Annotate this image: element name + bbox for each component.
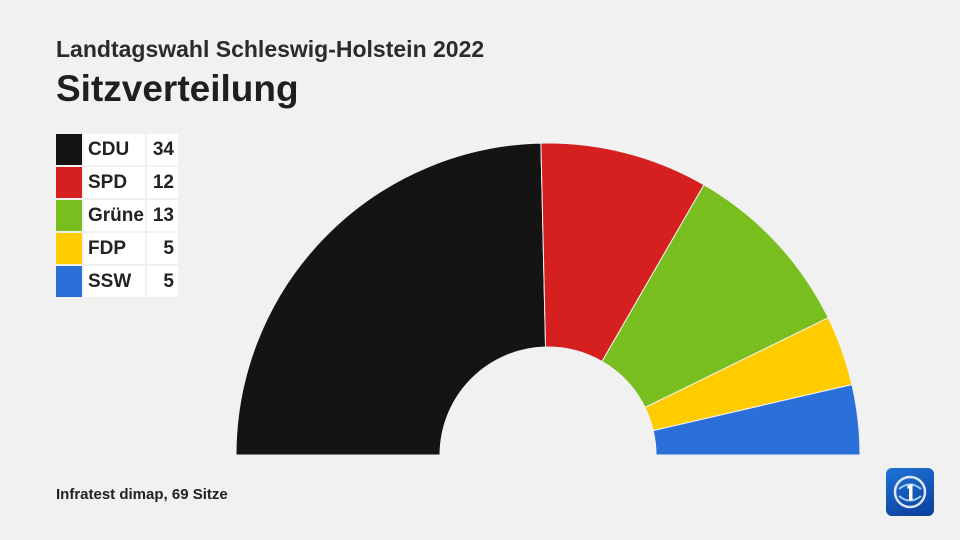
chart-title: Sitzverteilung — [56, 68, 299, 109]
seat-segment-cdu — [235, 142, 547, 456]
legend-seat-count: 34 — [147, 134, 178, 165]
legend-seat-count: 5 — [147, 266, 178, 297]
legend-party-name: SPD — [84, 167, 145, 198]
legend-party-name: CDU — [84, 134, 145, 165]
legend-seat-count: 13 — [147, 200, 178, 231]
legend-party-name: Grüne — [84, 200, 145, 231]
legend-swatch — [56, 266, 82, 297]
legend-item: FDP 5 — [56, 233, 178, 264]
source-note: Infratest dimap, 69 Sitze — [56, 486, 228, 503]
legend-item: SPD 12 — [56, 167, 178, 198]
legend-swatch — [56, 200, 82, 231]
legend-swatch — [56, 233, 82, 264]
legend-swatch — [56, 167, 82, 198]
seat-segment-grüne — [601, 184, 829, 409]
seat-segment-ssw — [652, 383, 861, 456]
seat-segment-spd — [540, 142, 705, 363]
legend-party-name: FDP — [84, 233, 145, 264]
legend-seat-count: 5 — [147, 233, 178, 264]
tagesschau-logo-icon — [886, 468, 934, 516]
legend-item: CDU 34 — [56, 134, 178, 165]
legend: CDU 34 SPD 12 Grüne 13 FDP 5 SSW 5 — [56, 134, 178, 299]
legend-item: Grüne 13 — [56, 200, 178, 231]
legend-party-name: SSW — [84, 266, 145, 297]
chart-subtitle: Landtagswahl Schleswig-Holstein 2022 — [56, 36, 485, 62]
legend-seat-count: 12 — [147, 167, 178, 198]
legend-item: SSW 5 — [56, 266, 178, 297]
legend-swatch — [56, 134, 82, 165]
